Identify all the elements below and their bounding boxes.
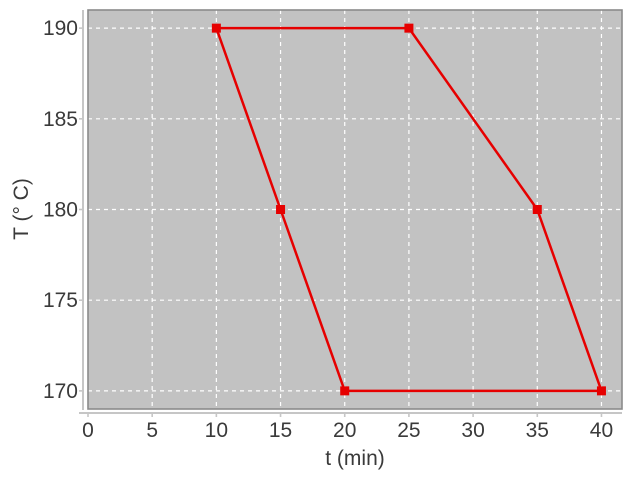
data-point-marker xyxy=(211,23,221,33)
plot-border xyxy=(87,9,623,410)
y-tick-label: 180 xyxy=(43,199,78,222)
data-point-marker xyxy=(532,205,542,214)
x-tick-label: 15 xyxy=(269,419,292,442)
x-axis-title: t (min) xyxy=(325,447,385,470)
y-tick-label: 190 xyxy=(43,17,78,40)
x-tick-label: 10 xyxy=(205,419,228,442)
x-tick-label: 40 xyxy=(590,419,613,442)
data-point-marker xyxy=(404,23,414,33)
axis-lines xyxy=(79,10,622,417)
data-point-marker xyxy=(340,386,350,396)
data-point-marker xyxy=(596,386,606,396)
x-tick-label: 20 xyxy=(333,419,356,442)
x-tick-label: 35 xyxy=(526,419,549,442)
data-point-marker xyxy=(276,205,286,214)
temperature-series xyxy=(211,23,606,396)
x-tick-label: 30 xyxy=(461,419,484,442)
x-tick-label: 5 xyxy=(146,419,158,442)
x-tick-label: 25 xyxy=(397,419,420,442)
y-tick-label: 185 xyxy=(43,108,78,131)
y-axis-title: T (° C) xyxy=(10,178,33,240)
y-tick-labels: 170 175 180 185 190 xyxy=(43,17,78,403)
x-tick-labels: 0 5 10 15 20 25 30 35 40 xyxy=(82,419,613,442)
y-tick-label: 170 xyxy=(43,380,78,403)
y-tick-label: 175 xyxy=(43,289,78,312)
x-tick-label: 0 xyxy=(82,419,94,442)
